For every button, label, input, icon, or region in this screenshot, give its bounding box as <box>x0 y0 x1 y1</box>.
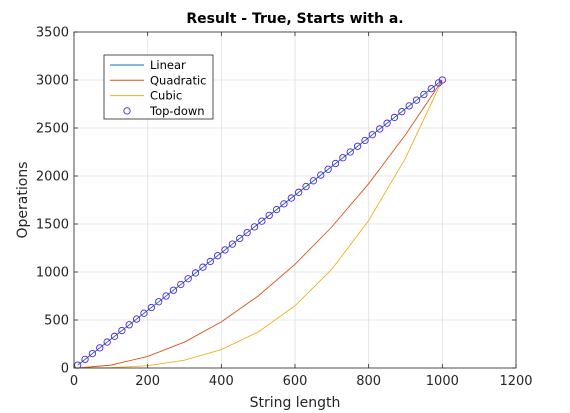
y-tick-label: 500 <box>44 314 69 329</box>
x-axis-label: String length <box>250 395 341 411</box>
x-tick-label: 200 <box>135 374 160 389</box>
x-tick-label: 0 <box>70 374 78 389</box>
y-tick-label: 3000 <box>36 74 69 89</box>
x-tick-label: 1200 <box>499 374 532 389</box>
x-tick-label: 600 <box>283 374 308 389</box>
y-tick-label: 3500 <box>36 26 69 41</box>
y-tick-label: 1000 <box>36 266 69 281</box>
legend-label-top-down: Top-down <box>149 104 205 118</box>
legend-label-linear: Linear <box>150 58 186 72</box>
x-tick-label: 1000 <box>426 374 459 389</box>
x-tick-label: 800 <box>356 374 381 389</box>
legend-label-quadratic: Quadratic <box>150 73 207 87</box>
y-tick-label: 2500 <box>36 122 69 137</box>
legend-label-cubic: Cubic <box>150 89 182 103</box>
y-tick-label: 1500 <box>36 218 69 233</box>
chart-title: Result - True, Starts with a. <box>186 11 403 27</box>
y-tick-label: 0 <box>61 362 69 377</box>
y-axis-label: Operations <box>15 162 31 239</box>
y-tick-label: 2000 <box>36 170 69 185</box>
x-tick-label: 400 <box>209 374 234 389</box>
